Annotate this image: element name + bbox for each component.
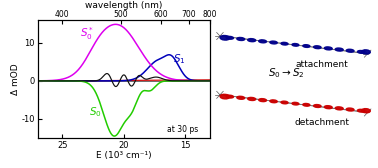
Ellipse shape — [324, 106, 332, 109]
Ellipse shape — [346, 49, 354, 52]
Text: $S_0$: $S_0$ — [90, 105, 102, 119]
Ellipse shape — [335, 107, 343, 110]
Ellipse shape — [248, 97, 256, 100]
Text: $S_0^*$: $S_0^*$ — [80, 25, 94, 42]
Ellipse shape — [220, 35, 230, 40]
Ellipse shape — [270, 100, 277, 103]
Ellipse shape — [292, 44, 299, 46]
Ellipse shape — [358, 51, 365, 53]
Ellipse shape — [237, 37, 245, 40]
Ellipse shape — [335, 48, 343, 51]
Ellipse shape — [226, 95, 234, 98]
Ellipse shape — [362, 50, 370, 54]
Text: $S_0 \rightarrow S_2$: $S_0 \rightarrow S_2$ — [268, 66, 304, 80]
Text: attachment: attachment — [295, 59, 348, 69]
Ellipse shape — [248, 39, 256, 42]
Ellipse shape — [362, 109, 370, 113]
X-axis label: E (10³ cm⁻¹): E (10³ cm⁻¹) — [96, 151, 152, 160]
Ellipse shape — [314, 104, 321, 108]
Ellipse shape — [346, 108, 354, 111]
Y-axis label: Δ mOD: Δ mOD — [11, 63, 20, 95]
Ellipse shape — [281, 42, 288, 45]
X-axis label: wavelength (nm): wavelength (nm) — [85, 1, 163, 10]
Text: detachment: detachment — [294, 118, 349, 127]
Ellipse shape — [270, 41, 277, 44]
Ellipse shape — [303, 45, 310, 47]
Ellipse shape — [292, 102, 299, 105]
Text: at 30 ps: at 30 ps — [167, 125, 198, 134]
Ellipse shape — [220, 94, 230, 99]
Ellipse shape — [303, 103, 310, 106]
Ellipse shape — [358, 109, 365, 112]
Ellipse shape — [237, 96, 245, 99]
Ellipse shape — [324, 47, 332, 50]
Ellipse shape — [259, 99, 266, 102]
Ellipse shape — [314, 46, 321, 49]
Ellipse shape — [226, 36, 234, 39]
Ellipse shape — [259, 40, 266, 43]
Text: $S_1$: $S_1$ — [173, 53, 186, 67]
Ellipse shape — [281, 101, 288, 104]
